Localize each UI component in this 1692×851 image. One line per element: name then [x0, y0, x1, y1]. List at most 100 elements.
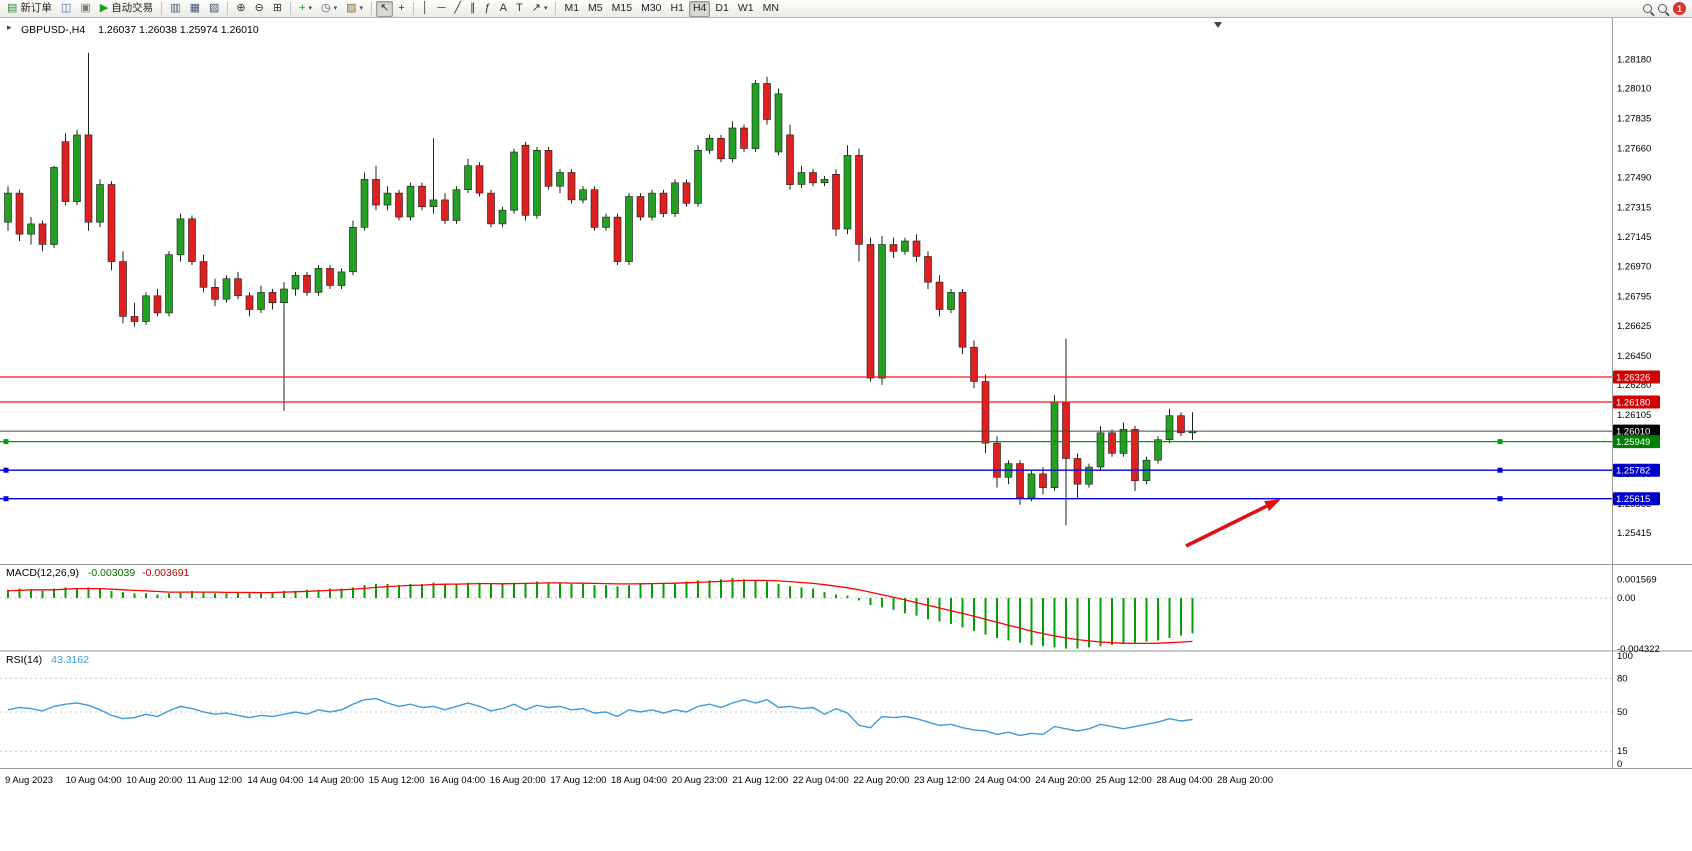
one-click-trading-toggle[interactable]: ▸ [7, 22, 12, 32]
channel-button[interactable]: ∥ [466, 1, 480, 17]
svg-text:1.27490: 1.27490 [1617, 173, 1651, 184]
periods-caret-icon: ▾ [333, 5, 338, 12]
indicators-button[interactable]: + ▾ [295, 1, 316, 17]
text-button[interactable]: A [496, 1, 511, 17]
svg-text:1.26625: 1.26625 [1617, 321, 1651, 332]
trendline-icon: ╱ [454, 2, 462, 14]
macd-name: MACD(12,26,9) [6, 567, 79, 579]
price-axis[interactable] [1612, 18, 1692, 769]
fibonacci-button[interactable]: ƒ [481, 1, 495, 17]
bar-chart-button[interactable]: ▥ [166, 1, 184, 17]
svg-text:1.26795: 1.26795 [1617, 292, 1651, 303]
svg-text:1.28180: 1.28180 [1617, 55, 1651, 66]
period-m15-button[interactable]: M15 [608, 1, 636, 17]
new-order-button[interactable]: ▤ 新订单 [3, 1, 56, 17]
svg-text:1.26105: 1.26105 [1617, 410, 1651, 421]
svg-text:22 Aug 20:00: 22 Aug 20:00 [853, 775, 909, 786]
period-h1-button[interactable]: H1 [667, 1, 688, 17]
fibonacci-icon: ƒ [484, 2, 491, 14]
zoom-out-icon: ⊖ [254, 2, 264, 14]
svg-text:24 Aug 04:00: 24 Aug 04:00 [975, 775, 1031, 786]
crosshair-button[interactable]: + [394, 1, 408, 17]
toolbar-right: 1 [1643, 2, 1689, 15]
chart-window-icon: ◫ [60, 2, 72, 14]
profiles-icon: ▣ [80, 2, 91, 14]
rsi-name: RSI(14) [6, 654, 43, 666]
period-m1-button[interactable]: M1 [560, 1, 583, 17]
vertical-line-button[interactable]: │ [418, 1, 433, 17]
label-button[interactable]: T [512, 1, 527, 17]
chart-header: GBPUSD-,H4 1.26037 1.26038 1.25974 1.260… [21, 24, 259, 36]
period-h1-label: H1 [670, 2, 684, 15]
line-chart-icon: ▧ [209, 2, 220, 14]
period-m5-label: M5 [588, 2, 603, 15]
svg-text:17 Aug 12:00: 17 Aug 12:00 [550, 775, 606, 786]
chart-canvas[interactable]: 1.28180 1.28010 1.27835 1.27660 1.27490 1.273… [0, 18, 1692, 851]
svg-text:1.26326: 1.26326 [1616, 373, 1650, 384]
period-mn-button[interactable]: MN [759, 1, 783, 17]
svg-text:1.27145: 1.27145 [1617, 232, 1651, 243]
svg-text:1.25782: 1.25782 [1616, 466, 1650, 477]
templates-icon: ▨ [346, 2, 357, 14]
tile-windows-button[interactable]: ⊞ [269, 1, 286, 17]
svg-text:14 Aug 04:00: 14 Aug 04:00 [247, 775, 303, 786]
zoom-out-button[interactable]: ⊖ [251, 1, 268, 17]
autotrading-button[interactable]: ▶ 自动交易 [96, 1, 157, 17]
periods-button[interactable]: ◷ ▾ [317, 1, 341, 17]
tile-windows-icon: ⊞ [272, 2, 283, 14]
period-d1-button[interactable]: D1 [711, 1, 732, 17]
indicators-caret-icon: ▾ [308, 5, 313, 12]
svg-text:24 Aug 20:00: 24 Aug 20:00 [1035, 775, 1091, 786]
svg-text:16 Aug 04:00: 16 Aug 04:00 [429, 775, 485, 786]
period-w1-button[interactable]: W1 [734, 1, 758, 17]
svg-text:1.25415: 1.25415 [1617, 528, 1651, 539]
periods-icon: ◷ [321, 2, 331, 14]
svg-text:100: 100 [1617, 651, 1633, 662]
toolbar-separator [371, 2, 373, 15]
trendline-button[interactable]: ╱ [450, 1, 465, 17]
svg-text:50: 50 [1617, 707, 1628, 718]
svg-text:1.26280: 1.26280 [1617, 380, 1651, 391]
rsi-indicator-label: RSI(14) 43.3162 [6, 654, 89, 666]
toolbar-separator [412, 2, 414, 15]
svg-text:0.00: 0.00 [1617, 593, 1636, 604]
period-mn-label: MN [762, 2, 779, 15]
vertical-line-icon: │ [421, 2, 429, 14]
svg-text:11 Aug 12:00: 11 Aug 12:00 [187, 775, 242, 786]
autotrading-label: 自动交易 [111, 2, 154, 15]
arrows-button[interactable]: ↗ ▾ [528, 1, 552, 17]
svg-text:0.001569: 0.001569 [1617, 575, 1657, 586]
zoom-in-icon: ⊕ [236, 2, 246, 14]
period-m5-button[interactable]: M5 [584, 1, 607, 17]
templates-button[interactable]: ▨ ▾ [342, 1, 367, 17]
search-icon[interactable] [1643, 4, 1652, 13]
rsi-value: 43.3162 [51, 654, 90, 666]
toolbar: ▤ 新订单 ◫ ▣ ▶ 自动交易 ▥ ▦ ▧ ⊕ ⊖ ⊞ + ▾ ◷ ▾ ▨ ▾ ↖ + │ ─ ╱ ∥ ƒ A T ↗ ▾ M1 M5 M1… [0, 0, 1692, 18]
line-chart-button[interactable]: ▧ [205, 1, 223, 17]
svg-text:16 Aug 20:00: 16 Aug 20:00 [490, 775, 546, 786]
toolbar-separator [161, 2, 163, 15]
notification-badge[interactable]: 1 [1673, 2, 1686, 15]
toolbar-separator [290, 2, 292, 15]
channel-icon: ∥ [470, 2, 476, 14]
horizontal-line-button[interactable]: ─ [434, 1, 450, 17]
period-m30-button[interactable]: M30 [637, 1, 665, 17]
magnifier-icon[interactable] [1658, 4, 1667, 13]
svg-text:22 Aug 04:00: 22 Aug 04:00 [793, 775, 849, 786]
cursor-button[interactable]: ↖ [376, 0, 394, 17]
label-icon: T [515, 2, 523, 14]
svg-text:1.26010: 1.26010 [1616, 427, 1650, 438]
macd-signal-value: -0.003691 [142, 567, 190, 579]
time-axis[interactable] [0, 769, 1692, 793]
svg-text:1.28010: 1.28010 [1617, 84, 1651, 95]
svg-text:18 Aug 04:00: 18 Aug 04:00 [611, 775, 667, 786]
period-h4-button[interactable]: H4 [688, 0, 711, 17]
period-m15-label: M15 [611, 2, 633, 15]
bar-chart-icon: ▥ [170, 2, 181, 14]
candlestick-chart-button[interactable]: ▦ [186, 1, 204, 17]
svg-text:0: 0 [1617, 759, 1622, 770]
svg-text:20 Aug 23:00: 20 Aug 23:00 [672, 775, 728, 786]
chart-window-button[interactable]: ◫ [57, 1, 75, 17]
zoom-in-button[interactable]: ⊕ [232, 1, 249, 17]
profiles-button[interactable]: ▣ [76, 1, 94, 17]
